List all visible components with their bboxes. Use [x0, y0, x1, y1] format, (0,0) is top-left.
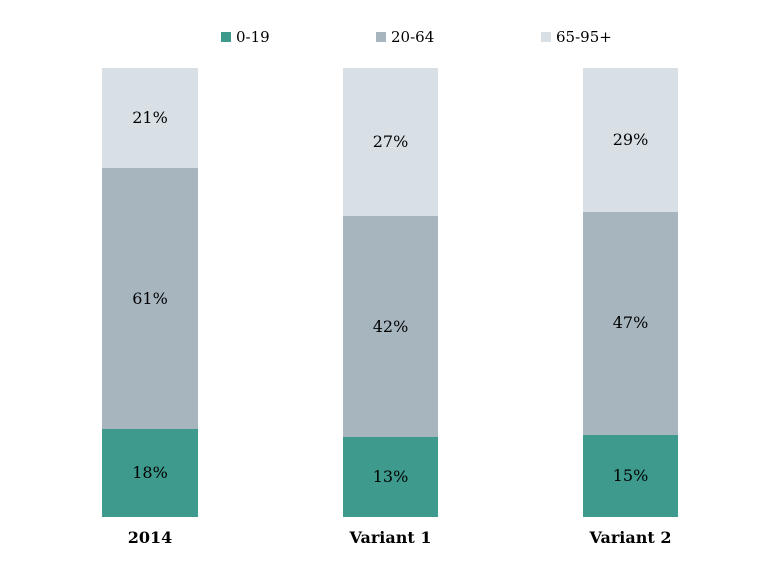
segment-value-label: 21%: [132, 108, 168, 128]
segment-20-64-variant-1: 42%: [343, 216, 438, 438]
bar-variant-1: 27% 42% 13%: [343, 68, 438, 517]
legend-swatch-0-19: [221, 32, 231, 42]
legend-swatch-65-95: [541, 32, 551, 42]
segment-value-label: 29%: [612, 129, 649, 149]
bar-2014: 21% 61% 18%: [102, 68, 198, 517]
segment-value-label: 18%: [132, 462, 168, 482]
segment-65-95-variant-2: 29%: [583, 68, 678, 212]
segment-value-label: 61%: [132, 288, 168, 308]
segment-value-label: 15%: [612, 465, 649, 485]
segment-value-label: 42%: [372, 316, 409, 336]
segment-0-19-variant-2: 15%: [583, 434, 678, 517]
segment-65-95-variant-1: 27%: [343, 68, 438, 217]
segment-65-95-2014: 21%: [102, 68, 198, 169]
legend-item-0-19: 0-19: [221, 29, 270, 45]
segment-20-64-variant-2: 47%: [583, 211, 678, 435]
segment-value-label: 47%: [612, 313, 649, 333]
legend-label: 65-95+: [556, 28, 612, 46]
category-label-variant-2: Variant 2: [589, 528, 672, 547]
segment-value-label: 27%: [372, 132, 409, 152]
legend-item-20-64: 20-64: [376, 29, 434, 45]
legend-item-65-95: 65-95+: [541, 29, 612, 45]
category-label-variant-1: Variant 1: [349, 528, 432, 547]
bar-variant-2: 29% 47% 15%: [583, 68, 678, 517]
segment-0-19-variant-1: 13%: [343, 437, 438, 517]
legend-label: 0-19: [236, 28, 270, 46]
segment-0-19-2014: 18%: [102, 428, 198, 517]
category-label-2014: 2014: [127, 528, 173, 547]
segment-value-label: 13%: [372, 467, 409, 487]
segment-20-64-2014: 61%: [102, 168, 198, 429]
legend-swatch-20-64: [376, 32, 386, 42]
legend-label: 20-64: [391, 28, 435, 46]
